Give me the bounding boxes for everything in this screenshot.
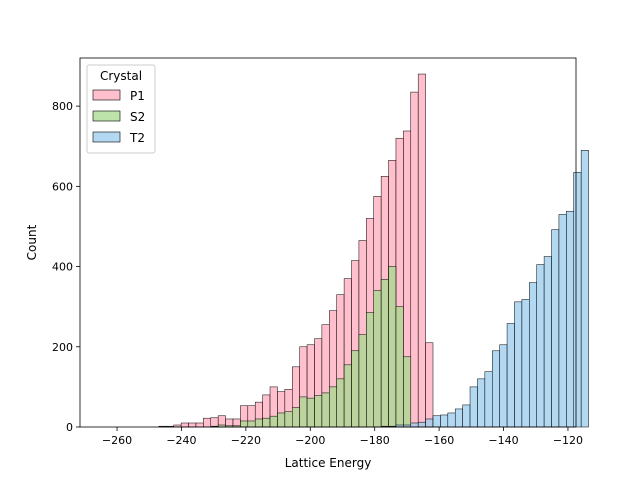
bar-t2-20 [529,282,537,428]
bar-t2-8 [440,414,449,428]
bar-s2-31 [388,266,397,428]
legend-swatch-t2 [92,131,121,143]
legend-swatch-p1 [92,89,121,101]
x-tick-label: −240 [166,434,196,447]
bar-t2-17 [506,323,515,428]
legend-box [86,64,156,154]
bar-s2-12 [247,420,256,428]
bar-p1-4 [188,422,197,428]
bar-s2-15 [269,415,278,428]
bar-t2-7 [432,415,441,428]
x-tick-label: −260 [102,434,132,447]
x-axis: −260 −240 −220 −200 −180 −160 −140 −120 [102,427,583,447]
bar-t2-18 [514,301,523,428]
bar-t2-11 [462,404,471,428]
y-tick-label: 400 [52,261,73,274]
bar-t2-9 [447,412,456,428]
bar-t2-14 [484,371,493,428]
y-tick-label: 600 [52,180,73,193]
bar-t2-13 [477,378,486,428]
legend-label-p1: P1 [130,89,145,103]
y-tick-label: 0 [66,421,73,434]
bar-s2-14 [262,417,271,428]
legend-label-t2: T2 [129,131,145,145]
bar-s2-33 [403,356,412,428]
y-tick-label: 800 [52,100,73,113]
bar-t2-19 [521,299,530,428]
x-tick-label: −220 [231,434,261,447]
x-tick-label: −140 [488,434,518,447]
bar-t2-26 [573,172,582,428]
bar-s2-17 [284,411,293,428]
bar-s2-28 [366,312,374,428]
bar-s2-23 [329,386,337,428]
bar-t2-23 [551,229,560,428]
bar-s2-29 [373,290,382,428]
y-axis: 0 200 400 600 800 [52,100,80,434]
bar-s2-20 [306,397,315,428]
bar-t2-12 [469,386,478,428]
x-tick-label: −160 [424,434,454,447]
bar-p1-35 [417,73,426,428]
bar-t2-25 [566,210,574,428]
legend-label-s2: S2 [130,110,145,124]
y-tick-label: 200 [52,341,73,354]
bar-s2-30 [380,279,389,428]
bars-layer [158,73,589,428]
bar-s2-16 [277,412,286,428]
bar-s2-21 [314,395,323,428]
bar-p1-3 [180,422,189,428]
bar-t2-22 [543,256,552,428]
bar-s2-22 [321,392,330,428]
legend: Crystal P1 S2 T2 [86,64,156,154]
bar-t2-5 [417,421,426,428]
x-tick-label: −180 [360,434,390,447]
x-tick-label: −120 [553,434,583,447]
bar-p1-6 [203,417,212,428]
bar-t2-15 [492,350,500,428]
bar-s2-25 [343,364,352,428]
bar-t2-10 [454,408,463,428]
bar-t2-4 [410,422,419,428]
bar-s2-18 [291,407,300,428]
bar-t2-6 [425,418,434,428]
bar-s2-19 [299,396,308,428]
bar-p1-36 [425,342,434,428]
y-axis-label: Count [25,224,39,260]
bar-s2-24 [336,378,345,428]
bar-s2-32 [395,306,404,428]
bar-t2-24 [558,214,567,428]
bar-t2-27 [580,150,589,428]
bar-p1-34 [410,91,419,428]
bar-p1-5 [195,422,204,428]
bar-s2-11 [240,420,249,428]
x-tick-label: −200 [295,434,325,447]
legend-title: Crystal [100,69,142,83]
bar-s2-13 [254,418,263,428]
bar-t2-16 [499,344,508,428]
bar-s2-26 [351,350,360,428]
bar-t2-21 [536,264,545,428]
x-axis-label: Lattice Energy [285,456,372,470]
legend-swatch-s2 [92,110,121,122]
bar-p1-7 [210,417,219,428]
bar-s2-27 [358,334,367,428]
plot-frame [79,57,577,428]
